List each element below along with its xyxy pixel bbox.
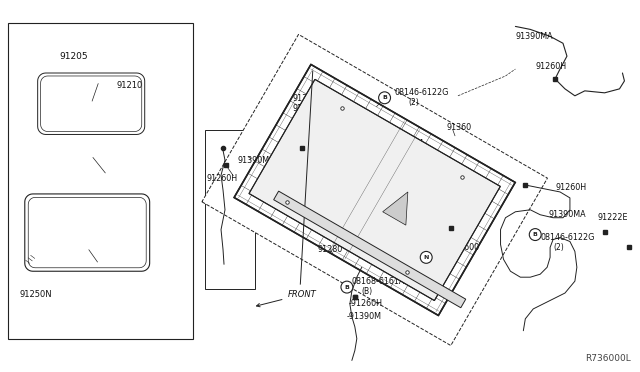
Text: 91381(LH): 91381(LH) xyxy=(292,104,334,113)
Text: (2): (2) xyxy=(408,98,419,107)
Text: 73670C: 73670C xyxy=(367,245,397,254)
Text: (B): (B) xyxy=(362,286,373,296)
Polygon shape xyxy=(205,131,255,289)
Polygon shape xyxy=(383,192,408,225)
Polygon shape xyxy=(8,23,193,339)
Text: 91390MA: 91390MA xyxy=(515,32,553,41)
Text: (2): (2) xyxy=(438,253,449,262)
Text: 08914-26600: 08914-26600 xyxy=(426,243,479,252)
Polygon shape xyxy=(249,79,500,301)
Circle shape xyxy=(420,251,432,263)
Text: R736000L: R736000L xyxy=(585,354,630,363)
Circle shape xyxy=(341,281,353,293)
Text: 08146-6122G: 08146-6122G xyxy=(394,88,449,97)
Text: FRONT: FRONT xyxy=(257,290,316,307)
Text: 91260H: 91260H xyxy=(535,62,566,71)
Text: 91280: 91280 xyxy=(317,245,342,254)
Text: 91210: 91210 xyxy=(117,81,143,90)
Polygon shape xyxy=(202,35,547,346)
Text: -73643A: -73643A xyxy=(412,177,445,186)
Text: 91380(RH): 91380(RH) xyxy=(292,94,335,103)
Text: 91316M: 91316M xyxy=(392,139,424,148)
Text: 91260H: 91260H xyxy=(206,174,237,183)
Polygon shape xyxy=(25,194,150,271)
Text: -91260H: -91260H xyxy=(349,299,383,308)
Text: B: B xyxy=(532,232,538,237)
Text: 91260H: 91260H xyxy=(555,183,586,192)
Text: B: B xyxy=(382,95,387,100)
Text: -91390M: -91390M xyxy=(347,312,382,321)
Circle shape xyxy=(529,229,541,241)
Text: 08146-6122G: 08146-6122G xyxy=(540,233,595,242)
Polygon shape xyxy=(38,73,145,134)
Text: 91250N: 91250N xyxy=(20,289,52,299)
Text: 91222E: 91222E xyxy=(598,213,628,222)
Text: 91360: 91360 xyxy=(446,123,471,132)
Polygon shape xyxy=(274,191,466,308)
Text: B: B xyxy=(344,285,349,289)
Circle shape xyxy=(379,92,390,104)
Text: 91390MA: 91390MA xyxy=(548,210,586,219)
Text: (2): (2) xyxy=(553,243,564,252)
Text: 91205: 91205 xyxy=(60,52,88,61)
Text: N: N xyxy=(424,255,429,260)
Text: 08168-6161A: 08168-6161A xyxy=(352,277,405,286)
Text: 91295: 91295 xyxy=(302,208,328,217)
Polygon shape xyxy=(234,64,515,315)
Text: 91390M: 91390M xyxy=(238,156,270,165)
Text: 91318N: 91318N xyxy=(441,217,472,226)
Text: 91306: 91306 xyxy=(357,139,382,148)
